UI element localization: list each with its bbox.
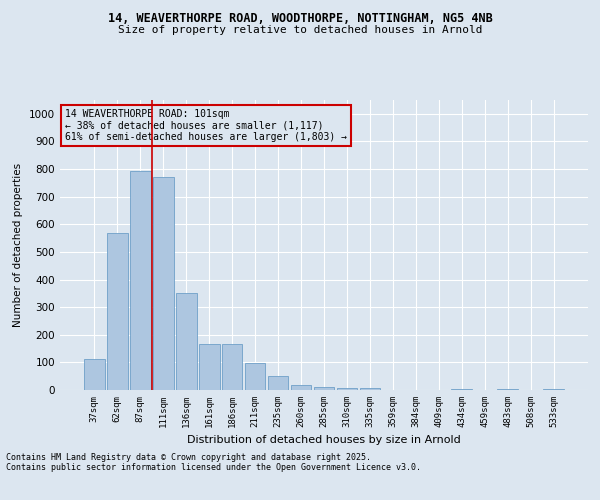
Bar [107, 233, 128, 390]
Bar [359, 388, 380, 390]
Text: 14, WEAVERTHORPE ROAD, WOODTHORPE, NOTTINGHAM, NG5 4NB: 14, WEAVERTHORPE ROAD, WOODTHORPE, NOTTI… [107, 12, 493, 26]
Bar [451, 388, 472, 390]
Bar [130, 171, 151, 390]
Bar [245, 363, 265, 390]
Bar [222, 344, 242, 390]
Bar [497, 389, 518, 390]
Text: Contains HM Land Registry data © Crown copyright and database right 2025.: Contains HM Land Registry data © Crown c… [6, 454, 371, 462]
Bar [268, 376, 289, 390]
Bar [84, 359, 104, 390]
Bar [337, 388, 358, 390]
X-axis label: Distribution of detached houses by size in Arnold: Distribution of detached houses by size … [187, 436, 461, 446]
Bar [290, 385, 311, 390]
Bar [176, 294, 197, 390]
Y-axis label: Number of detached properties: Number of detached properties [13, 163, 23, 327]
Text: 14 WEAVERTHORPE ROAD: 101sqm
← 38% of detached houses are smaller (1,117)
61% of: 14 WEAVERTHORPE ROAD: 101sqm ← 38% of de… [65, 108, 347, 142]
Bar [544, 388, 564, 390]
Bar [153, 178, 173, 390]
Text: Size of property relative to detached houses in Arnold: Size of property relative to detached ho… [118, 25, 482, 35]
Bar [199, 344, 220, 390]
Bar [314, 386, 334, 390]
Text: Contains public sector information licensed under the Open Government Licence v3: Contains public sector information licen… [6, 464, 421, 472]
